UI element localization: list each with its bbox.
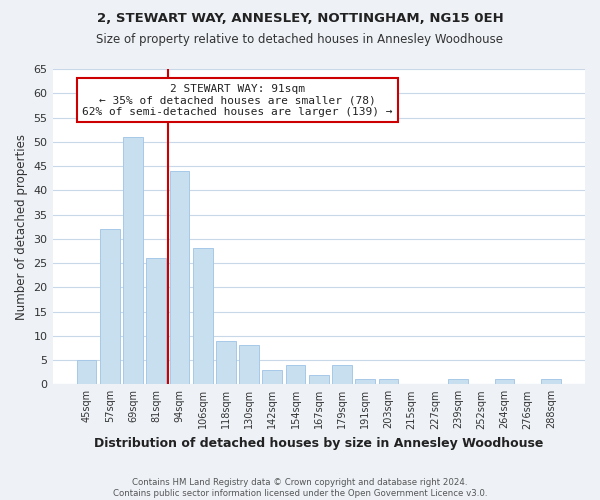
Bar: [309, 374, 329, 384]
Bar: [216, 340, 236, 384]
Bar: [286, 365, 305, 384]
Bar: [494, 380, 514, 384]
Bar: [541, 380, 561, 384]
Bar: [379, 380, 398, 384]
Bar: [262, 370, 282, 384]
Bar: [332, 365, 352, 384]
Bar: [193, 248, 212, 384]
Bar: [448, 380, 468, 384]
Text: 2 STEWART WAY: 91sqm
← 35% of detached houses are smaller (78)
62% of semi-detac: 2 STEWART WAY: 91sqm ← 35% of detached h…: [82, 84, 393, 117]
Bar: [77, 360, 97, 384]
Bar: [123, 137, 143, 384]
Bar: [355, 380, 375, 384]
X-axis label: Distribution of detached houses by size in Annesley Woodhouse: Distribution of detached houses by size …: [94, 437, 544, 450]
Text: Size of property relative to detached houses in Annesley Woodhouse: Size of property relative to detached ho…: [97, 32, 503, 46]
Text: 2, STEWART WAY, ANNESLEY, NOTTINGHAM, NG15 0EH: 2, STEWART WAY, ANNESLEY, NOTTINGHAM, NG…: [97, 12, 503, 26]
Bar: [239, 346, 259, 385]
Bar: [170, 171, 190, 384]
Bar: [146, 258, 166, 384]
Y-axis label: Number of detached properties: Number of detached properties: [15, 134, 28, 320]
Text: Contains HM Land Registry data © Crown copyright and database right 2024.
Contai: Contains HM Land Registry data © Crown c…: [113, 478, 487, 498]
Bar: [100, 229, 119, 384]
